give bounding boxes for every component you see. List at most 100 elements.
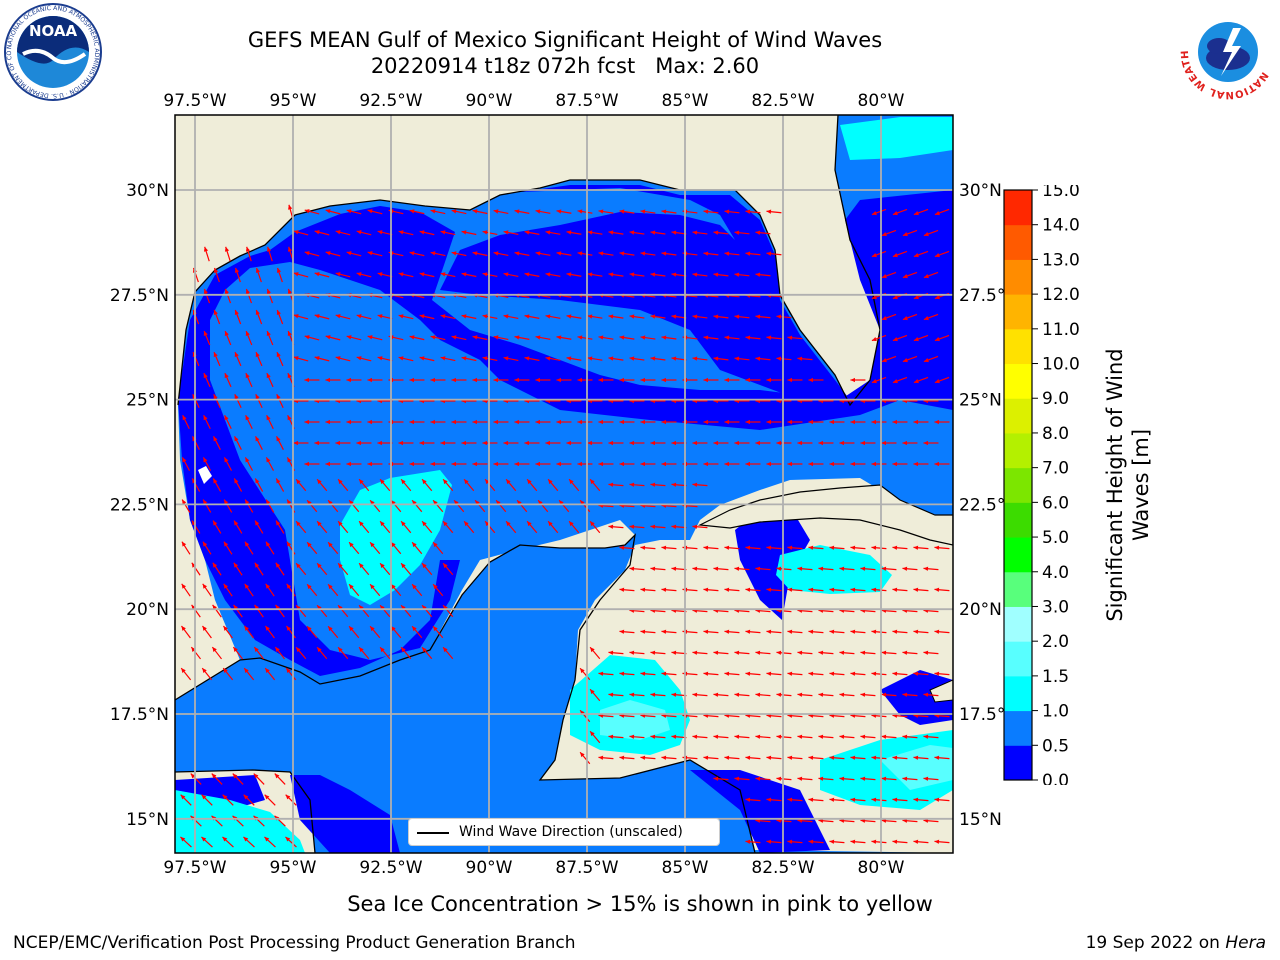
wind-wave-arrowhead: [661, 461, 666, 467]
wind-wave-arrowhead: [755, 314, 761, 319]
wind-wave-arrowhead: [913, 671, 919, 676]
wind-wave-arrowhead: [755, 272, 761, 277]
wind-wave-arrowhead: [287, 499, 292, 505]
wind-wave-arrowhead: [808, 629, 814, 634]
wind-wave-arrowhead: [640, 335, 646, 340]
wind-wave-arrowhead: [734, 440, 739, 446]
wind-wave-arrowhead: [703, 461, 708, 467]
wind-wave-arrowhead: [724, 419, 729, 425]
wind-wave-arrowhead: [619, 419, 624, 425]
wind-wave-arrowhead: [871, 336, 877, 342]
lon-label-bottom: 95°W: [270, 858, 317, 878]
wind-wave-arrowhead: [266, 288, 271, 294]
wind-wave-arrowhead: [619, 209, 625, 214]
wind-wave-arrowhead: [913, 252, 919, 258]
wind-wave-arrowhead: [724, 377, 729, 383]
wind-wave-arrowhead: [661, 629, 667, 634]
wind-wave-arrowhead: [244, 668, 249, 674]
colorbar-tick-label: 5.0: [1042, 528, 1069, 548]
wind-wave-arrowhead: [181, 625, 186, 631]
wind-wave-arrowhead: [211, 773, 217, 779]
wind-wave-arrowhead: [293, 440, 298, 446]
wind-wave-arrowhead: [671, 230, 677, 235]
wind-wave-arrowhead: [629, 566, 635, 571]
wind-wave-arrowhead: [839, 650, 845, 655]
wind-wave-arrowhead: [650, 482, 656, 487]
wind-wave-arrowhead: [671, 734, 677, 739]
wind-wave-arrowhead: [923, 315, 929, 321]
wind-wave-arrowhead: [766, 629, 772, 634]
colorbar-tick-label: 0.5: [1042, 736, 1069, 756]
wind-wave-arrowhead: [356, 230, 362, 235]
wind-wave-arrowhead: [430, 377, 435, 383]
wind-wave-arrowhead: [860, 650, 866, 655]
wind-wave-arrowhead: [734, 314, 740, 319]
wind-wave-arrowhead: [619, 545, 625, 550]
wind-wave-arrowhead: [808, 419, 813, 425]
wind-wave-arrowhead: [304, 461, 309, 467]
colorbar-tick-label: 8.0: [1042, 424, 1069, 444]
wind-wave-arrowhead: [213, 309, 218, 315]
wind-wave-arrowhead: [296, 647, 301, 653]
wind-wave-arrowhead: [545, 272, 551, 277]
wind-wave-arrowhead: [503, 356, 509, 361]
wind-wave-arrowhead: [472, 251, 478, 256]
wind-wave-arrowhead: [275, 562, 281, 568]
wind-wave-arrowhead: [356, 272, 362, 277]
wind-wave-arrowhead: [629, 692, 635, 697]
lat-label-right: 27.5°: [959, 286, 1005, 306]
wind-wave-arrowhead: [314, 356, 320, 361]
wind-wave-arrowhead: [745, 629, 751, 634]
wind-wave-arrowhead: [577, 419, 582, 425]
wind-wave-arrowhead: [734, 734, 740, 739]
wind-wave-arrowhead: [692, 692, 698, 697]
wind-wave-arrowhead: [766, 545, 772, 550]
wind-wave-arrowhead: [608, 356, 614, 361]
wind-wave-arrowhead: [797, 776, 803, 781]
wind-wave-arrowhead: [923, 566, 929, 571]
wind-wave-arrowhead: [892, 461, 897, 467]
wind-wave-arrowhead: [671, 692, 677, 697]
footer-date-text: 19 Sep 2022 on: [1085, 933, 1226, 953]
wind-wave-arrowhead: [713, 272, 719, 277]
wind-wave-arrowhead: [213, 394, 218, 400]
wind-wave-arrowhead: [338, 647, 343, 653]
wind-wave-arrowhead: [222, 794, 228, 800]
colorbar-segment: [1004, 537, 1032, 573]
footer-date: 19 Sep 2022 on Hera: [1086, 933, 1266, 953]
wind-wave-arrowhead: [787, 545, 793, 550]
wind-wave-arrowhead: [482, 440, 487, 446]
wind-wave-arrowhead: [464, 479, 469, 485]
wind-wave-arrowhead: [619, 335, 625, 340]
wind-wave-arrowhead: [829, 461, 834, 467]
wind-wave-arrowhead: [328, 626, 333, 632]
wind-wave-arrowhead: [734, 566, 740, 571]
wind-wave-arrowhead: [264, 836, 270, 842]
wind-wave-arrowhead: [201, 836, 207, 842]
wind-wave-arrowhead: [545, 356, 551, 361]
wind-wave-arrowhead: [692, 356, 698, 361]
wind-wave-arrowhead: [286, 583, 292, 589]
wind-wave-arrowhead: [255, 436, 260, 442]
wind-wave-arrowhead: [755, 230, 761, 235]
wind-wave-arrowhead: [202, 668, 207, 674]
wind-wave-arrowhead: [934, 461, 939, 467]
wind-wave-arrowhead: [293, 272, 299, 277]
wind-wave-arrowhead: [724, 629, 730, 634]
wind-wave-arrowhead: [314, 314, 320, 319]
wind-wave-arrowhead: [787, 629, 793, 634]
wind-wave-arrowhead: [535, 461, 540, 467]
wind-wave-arrowhead: [703, 545, 709, 550]
wind-wave-arrowhead: [734, 272, 740, 277]
wind-wave-arrowhead: [587, 230, 593, 235]
wind-wave-arrowhead: [913, 210, 919, 216]
wind-wave-arrowhead: [485, 521, 490, 527]
wind-wave-arrowhead: [325, 461, 330, 467]
wind-wave-arrowhead: [650, 272, 656, 277]
lat-label-left: 22.5°N: [110, 495, 169, 515]
wind-wave-arrowhead: [493, 251, 499, 256]
wind-wave-arrowhead: [797, 734, 803, 739]
wind-wave-arrowhead: [266, 331, 271, 337]
colorbar-tick-label: 4.0: [1042, 563, 1069, 583]
colorbar-segment: [1004, 502, 1032, 538]
